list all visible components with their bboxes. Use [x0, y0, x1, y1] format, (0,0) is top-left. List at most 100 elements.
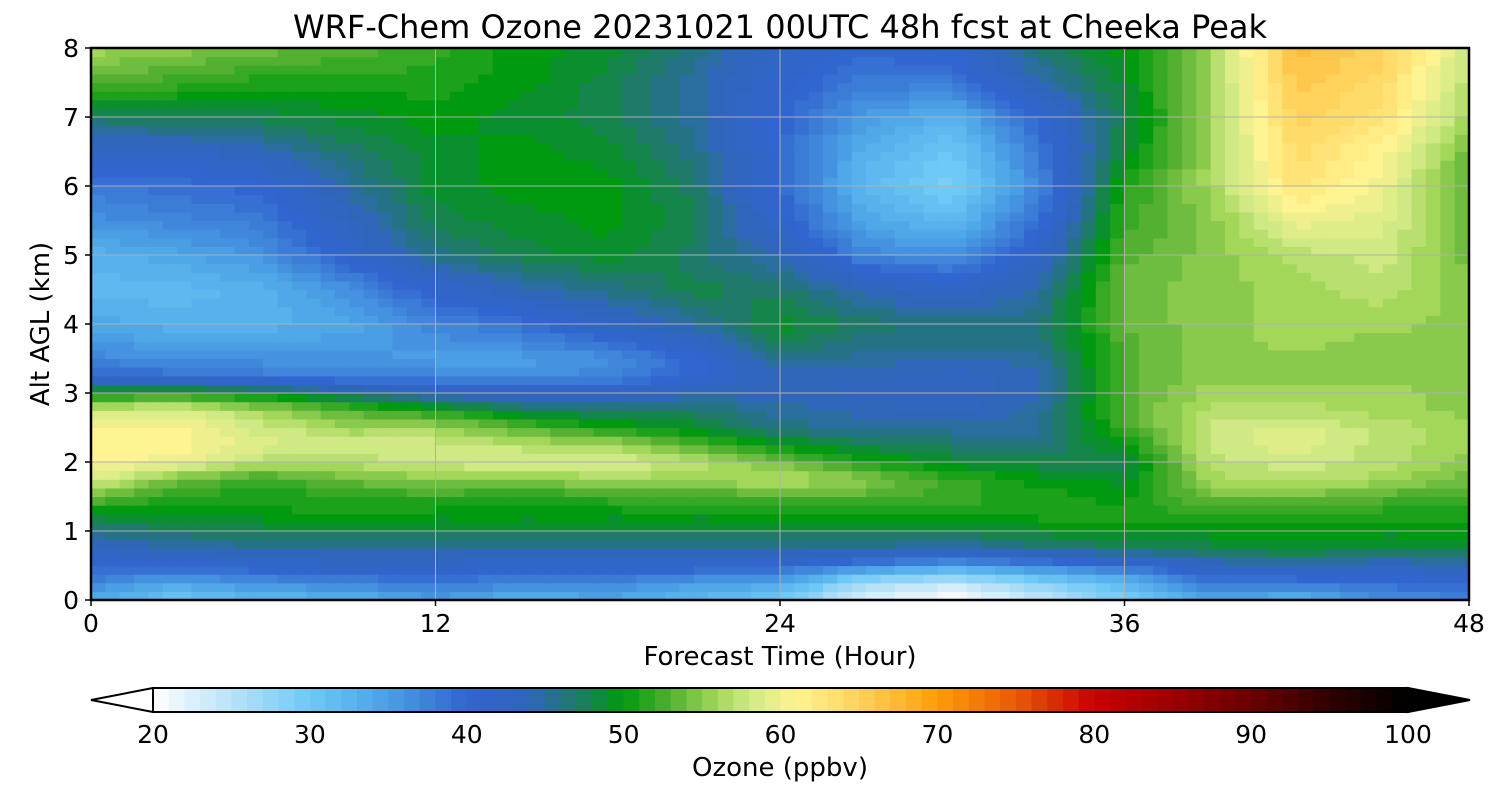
heatmap-cell [1067, 315, 1083, 325]
heatmap-cell [866, 255, 882, 265]
heatmap-cell [593, 341, 609, 351]
heatmap-cell [909, 393, 925, 403]
heatmap-cell [736, 548, 752, 558]
heatmap-cell [909, 160, 925, 170]
heatmap-cell [421, 367, 437, 377]
heatmap-cell [335, 531, 350, 541]
heatmap-cell [349, 513, 365, 523]
heatmap-cell [952, 487, 968, 498]
heatmap-cell [1354, 194, 1370, 204]
heatmap-cell [478, 522, 494, 532]
heatmap-cell [1354, 160, 1370, 170]
heatmap-cell [1110, 505, 1126, 515]
heatmap-cell [134, 151, 150, 161]
heatmap-cell [507, 531, 523, 541]
heatmap-cell [1268, 203, 1283, 213]
heatmap-cell [1282, 401, 1298, 411]
heatmap-cell [291, 367, 307, 377]
heatmap-cell [378, 324, 394, 334]
heatmap-cell [1368, 453, 1384, 463]
heatmap-cell [579, 255, 594, 265]
heatmap-cell [435, 496, 451, 506]
heatmap-cell [1311, 203, 1327, 213]
heatmap-cell [966, 479, 982, 489]
heatmap-cell [191, 556, 207, 567]
heatmap-cell [636, 539, 652, 549]
heatmap-cell [1282, 556, 1298, 567]
heatmap-cell [1196, 229, 1212, 239]
heatmap-cell [1138, 556, 1154, 567]
heatmap-cell [1052, 220, 1068, 230]
heatmap-cell [693, 496, 709, 506]
heatmap-cell [650, 531, 666, 541]
heatmap-cell [823, 462, 839, 472]
heatmap-cell [478, 505, 494, 515]
heatmap-cell [162, 237, 178, 247]
heatmap-cell [1339, 522, 1355, 532]
heatmap-cell [736, 306, 752, 316]
heatmap-cell [952, 591, 968, 600]
heatmap-cell [880, 203, 896, 213]
heatmap-cell [1382, 246, 1398, 256]
heatmap-cell [1425, 341, 1441, 351]
heatmap-cell [1325, 453, 1341, 463]
heatmap-cell [550, 496, 566, 506]
heatmap-cell [851, 556, 867, 567]
heatmap-cell [378, 255, 394, 265]
heatmap-cell [507, 487, 523, 498]
heatmap-cell [177, 375, 193, 385]
heatmap-cell [1095, 255, 1111, 265]
heatmap-cell [794, 289, 810, 299]
heatmap-cell [851, 332, 867, 342]
heatmap-cell [966, 384, 982, 394]
heatmap-cell [593, 289, 609, 299]
heatmap-cell [220, 496, 236, 506]
heatmap-cell [622, 556, 638, 567]
heatmap-cell [851, 393, 867, 403]
heatmap-cell [909, 539, 925, 549]
heatmap-cell [851, 324, 867, 334]
heatmap-cell [722, 280, 738, 291]
heatmap-cell [378, 246, 394, 256]
heatmap-cell [464, 203, 480, 213]
heatmap-cell [1196, 349, 1212, 360]
heatmap-cell [205, 186, 221, 196]
heatmap-cell [736, 522, 752, 532]
heatmap-cell [1368, 548, 1384, 558]
heatmap-cell [335, 289, 350, 299]
heatmap-cell [1368, 410, 1384, 420]
heatmap-cell [780, 591, 795, 600]
heatmap-cell [1153, 367, 1169, 377]
heatmap-cell [1210, 384, 1226, 394]
heatmap-cell [736, 479, 752, 489]
heatmap-cell [521, 582, 537, 592]
heatmap-cell [622, 565, 638, 575]
heatmap-cell [507, 255, 523, 265]
heatmap-cell [220, 151, 236, 161]
heatmap-cell [966, 349, 982, 360]
heatmap-cell [1081, 522, 1097, 532]
heatmap-cell [349, 160, 365, 170]
heatmap-cell [1124, 211, 1140, 222]
heatmap-cell [1268, 479, 1283, 489]
heatmap-cell [1339, 591, 1355, 600]
heatmap-cell [134, 237, 150, 247]
heatmap-cell [1067, 401, 1083, 411]
heatmap-cell [478, 255, 494, 265]
heatmap-cell [665, 418, 681, 429]
heatmap-cell [1210, 194, 1226, 204]
heatmap-cell [1354, 349, 1370, 360]
heatmap-cell [435, 513, 451, 523]
heatmap-cell [550, 289, 566, 299]
heatmap-cell [449, 453, 465, 463]
heatmap-cell [1110, 444, 1126, 454]
heatmap-cell [363, 393, 379, 403]
heatmap-cell [966, 160, 982, 170]
heatmap-cell [521, 349, 537, 360]
heatmap-cell [119, 220, 135, 230]
heatmap-cell [1354, 315, 1370, 325]
heatmap-cell [263, 479, 279, 489]
heatmap-cell [134, 220, 150, 230]
heatmap-cell [1282, 211, 1298, 222]
heatmap-cell [406, 298, 422, 308]
